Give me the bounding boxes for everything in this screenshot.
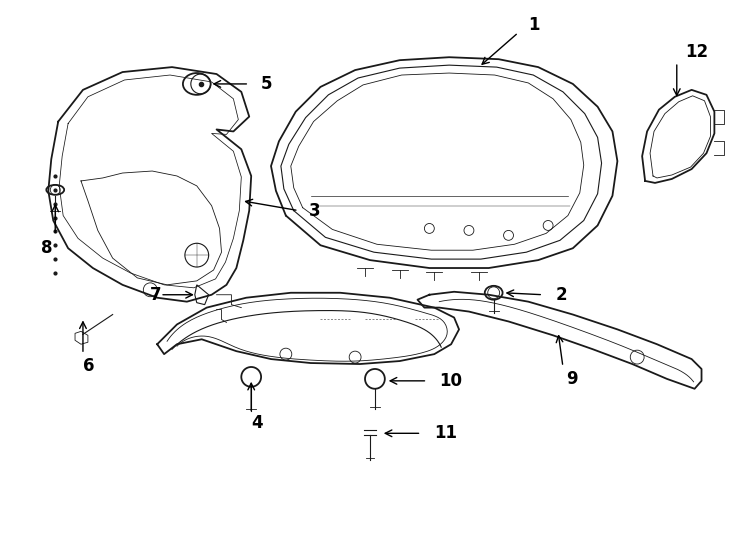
Text: 12: 12: [685, 43, 708, 61]
Text: 2: 2: [556, 286, 567, 303]
Text: 4: 4: [251, 414, 263, 433]
Text: 10: 10: [439, 372, 462, 390]
Text: 5: 5: [261, 75, 272, 93]
Text: 9: 9: [566, 370, 578, 388]
Text: 3: 3: [308, 201, 320, 220]
Text: 8: 8: [41, 239, 53, 257]
Text: 6: 6: [83, 357, 95, 375]
Text: 1: 1: [528, 16, 539, 33]
Polygon shape: [195, 285, 208, 305]
Text: 7: 7: [150, 286, 162, 303]
Text: 11: 11: [435, 424, 457, 442]
